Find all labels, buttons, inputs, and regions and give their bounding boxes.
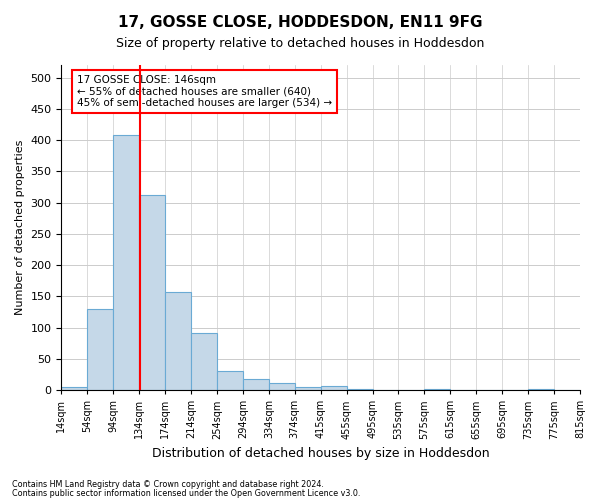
- Text: Contains public sector information licensed under the Open Government Licence v3: Contains public sector information licen…: [12, 488, 361, 498]
- Bar: [217, 372, 243, 390]
- Text: 17, GOSSE CLOSE, HODDESDON, EN11 9FG: 17, GOSSE CLOSE, HODDESDON, EN11 9FG: [118, 15, 482, 30]
- Bar: [113, 135, 139, 390]
- Bar: [139, 195, 165, 390]
- Bar: [295, 387, 321, 390]
- Bar: [165, 292, 191, 390]
- Bar: [269, 382, 295, 390]
- Bar: [424, 389, 451, 390]
- X-axis label: Distribution of detached houses by size in Hoddesdon: Distribution of detached houses by size …: [152, 447, 490, 460]
- Y-axis label: Number of detached properties: Number of detached properties: [15, 140, 25, 316]
- Bar: [347, 389, 373, 390]
- Bar: [191, 332, 217, 390]
- Bar: [243, 379, 269, 390]
- Bar: [321, 386, 347, 390]
- Bar: [528, 389, 554, 390]
- Bar: [88, 309, 113, 390]
- Bar: [61, 387, 88, 390]
- Text: Contains HM Land Registry data © Crown copyright and database right 2024.: Contains HM Land Registry data © Crown c…: [12, 480, 324, 489]
- Text: 17 GOSSE CLOSE: 146sqm
← 55% of detached houses are smaller (640)
45% of semi-de: 17 GOSSE CLOSE: 146sqm ← 55% of detached…: [77, 75, 332, 108]
- Text: Size of property relative to detached houses in Hoddesdon: Size of property relative to detached ho…: [116, 38, 484, 51]
